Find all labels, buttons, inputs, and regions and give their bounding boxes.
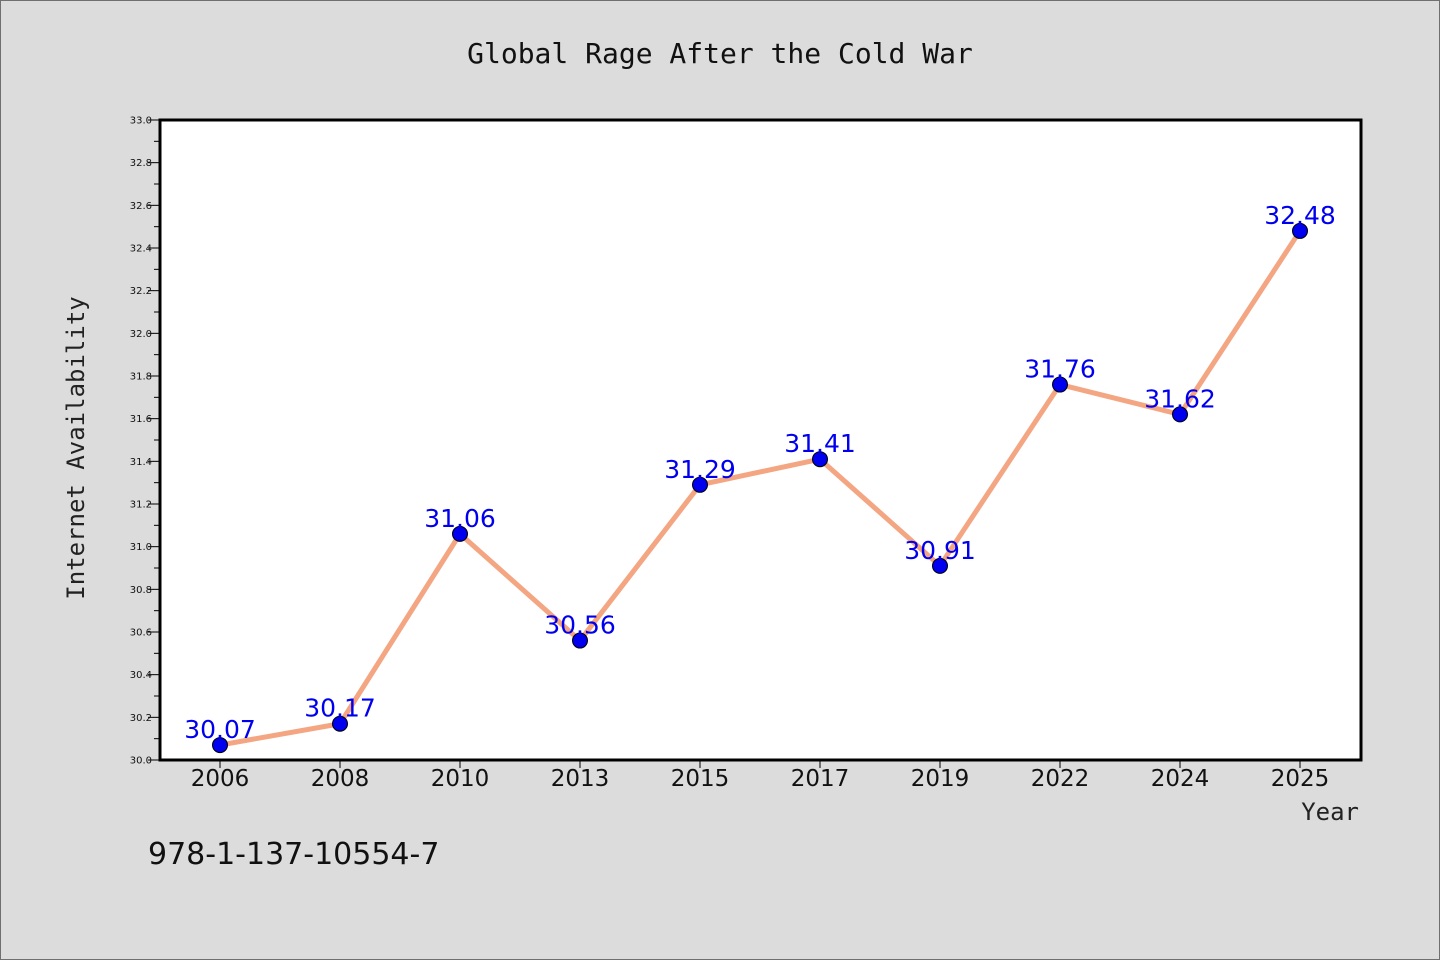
data-label: 31.62 <box>1144 384 1216 413</box>
y-tick-label: 30.4 <box>130 670 152 681</box>
x-tick-label: 2019 <box>911 766 970 792</box>
x-tick-label: 2024 <box>1151 766 1210 792</box>
data-point-marker <box>452 525 468 542</box>
data-label: 30.07 <box>184 715 256 744</box>
data-point-marker <box>212 737 228 754</box>
data-label: 30.17 <box>304 694 376 723</box>
x-tick-label: 2022 <box>1031 766 1090 792</box>
isbn-footer: 978-1-137-10554-7 <box>148 837 439 872</box>
y-tick-label: 30.8 <box>130 585 152 596</box>
x-axis-title: Year <box>1301 798 1359 826</box>
y-tick-label: 30.6 <box>130 628 152 639</box>
plot-area <box>158 118 1363 762</box>
data-label: 31.06 <box>424 504 496 533</box>
y-tick-label: 32.6 <box>130 201 152 212</box>
data-point-marker <box>1292 222 1308 239</box>
x-tick-label: 2010 <box>431 766 490 792</box>
data-label: 31.41 <box>784 429 856 458</box>
data-point-marker <box>572 632 588 649</box>
data-label: 31.76 <box>1024 355 1096 384</box>
x-axis: 2006 2008 2010 2013 2015 2017 2019 2022 2024 2025 <box>191 760 1330 792</box>
y-tick-label: 30.0 <box>130 756 152 767</box>
data-point-marker <box>932 557 948 574</box>
y-tick-label: 31.0 <box>130 542 152 553</box>
y-tick-label: 30.2 <box>130 713 152 724</box>
y-tick-label: 31.8 <box>130 372 152 383</box>
series-line <box>217 228 1303 748</box>
y-tick-label: 31.2 <box>130 500 152 511</box>
data-label: 30.56 <box>544 611 616 640</box>
data-label: 32.48 <box>1264 201 1336 230</box>
data-point-marker <box>1172 406 1188 423</box>
x-tick-label: 2006 <box>191 766 250 792</box>
x-tick-label: 2025 <box>1271 766 1330 792</box>
data-point-marker <box>812 451 828 468</box>
y-tick-label: 32.8 <box>130 158 152 169</box>
series-line-group <box>217 228 1303 748</box>
data-point-marker <box>692 476 708 493</box>
chart-title: Global Rage After the Cold War <box>467 37 973 70</box>
data-point-marker <box>332 715 348 732</box>
data-label: 31.29 <box>664 455 736 484</box>
x-tick-label: 2008 <box>311 766 370 792</box>
data-labels: 30.07 30.17 31.06 30.56 31.29 31.41 30.91 31.76… <box>184 201 1336 744</box>
x-tick-label: 2015 <box>671 766 730 792</box>
data-label: 30.91 <box>904 536 976 565</box>
markers <box>212 222 1308 754</box>
x-tick-label: 2017 <box>791 766 850 792</box>
y-axis: 30.0 30.2 30.4 30.6 30.8 31.0 31.2 31.4 31.6 31.8… <box>130 116 160 767</box>
y-tick-label: 32.2 <box>130 286 152 297</box>
y-tick-label: 33.0 <box>130 116 152 127</box>
y-tick-label: 31.4 <box>130 457 152 468</box>
x-tick-label: 2013 <box>551 766 610 792</box>
y-tick-label: 31.6 <box>130 414 152 425</box>
data-point-marker <box>1052 376 1068 393</box>
y-axis-title: Internet Availability <box>62 296 90 599</box>
y-tick-label: 32.4 <box>130 244 152 255</box>
y-tick-label: 32.0 <box>130 329 152 340</box>
